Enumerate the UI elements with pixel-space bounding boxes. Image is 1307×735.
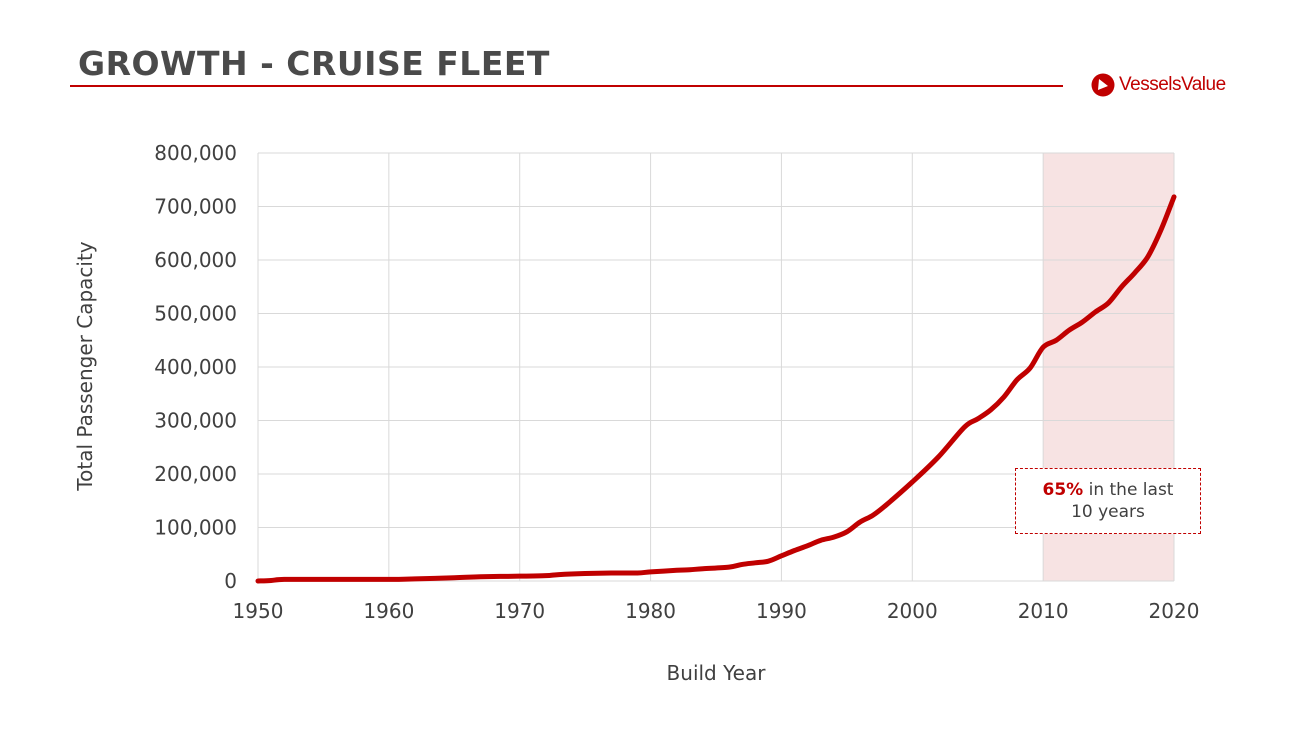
x-tick-label: 1980 xyxy=(625,599,676,623)
vesselsvalue-logo: VesselsValue xyxy=(1091,73,1226,97)
y-tick-label: 100,000 xyxy=(154,516,237,540)
annotation-percent: 65% xyxy=(1042,480,1084,500)
annotation-text-2: 10 years xyxy=(1071,502,1145,522)
x-tick-label: 1970 xyxy=(494,599,545,623)
logo-icon xyxy=(1091,73,1115,97)
y-tick-label: 0 xyxy=(224,569,237,593)
y-tick-label: 800,000 xyxy=(154,141,237,165)
y-tick-label: 400,000 xyxy=(154,355,237,379)
x-tick-label: 2010 xyxy=(1018,599,1069,623)
y-tick-label: 300,000 xyxy=(154,409,237,433)
y-tick-label: 500,000 xyxy=(154,302,237,326)
title-underline xyxy=(70,85,1063,87)
y-tick-label: 700,000 xyxy=(154,195,237,219)
logo-text: VesselsValue xyxy=(1119,74,1226,95)
annotation-text: in the last xyxy=(1083,480,1174,500)
x-tick-label: 1990 xyxy=(756,599,807,623)
y-tick-label: 200,000 xyxy=(154,462,237,486)
y-tick-label: 600,000 xyxy=(154,248,237,272)
x-tick-label: 2020 xyxy=(1149,599,1200,623)
x-tick-label: 1950 xyxy=(233,599,284,623)
series-line xyxy=(255,194,1177,584)
x-tick-label: 2000 xyxy=(887,599,938,623)
page-title: GROWTH - CRUISE FLEET xyxy=(78,44,550,83)
y-axis-label: Total Passenger Capacity xyxy=(73,241,97,491)
x-tick-label: 1960 xyxy=(363,599,414,623)
annotation-box: 65% in the last 10 years xyxy=(1015,468,1201,534)
x-axis-label: Build Year xyxy=(667,661,767,685)
